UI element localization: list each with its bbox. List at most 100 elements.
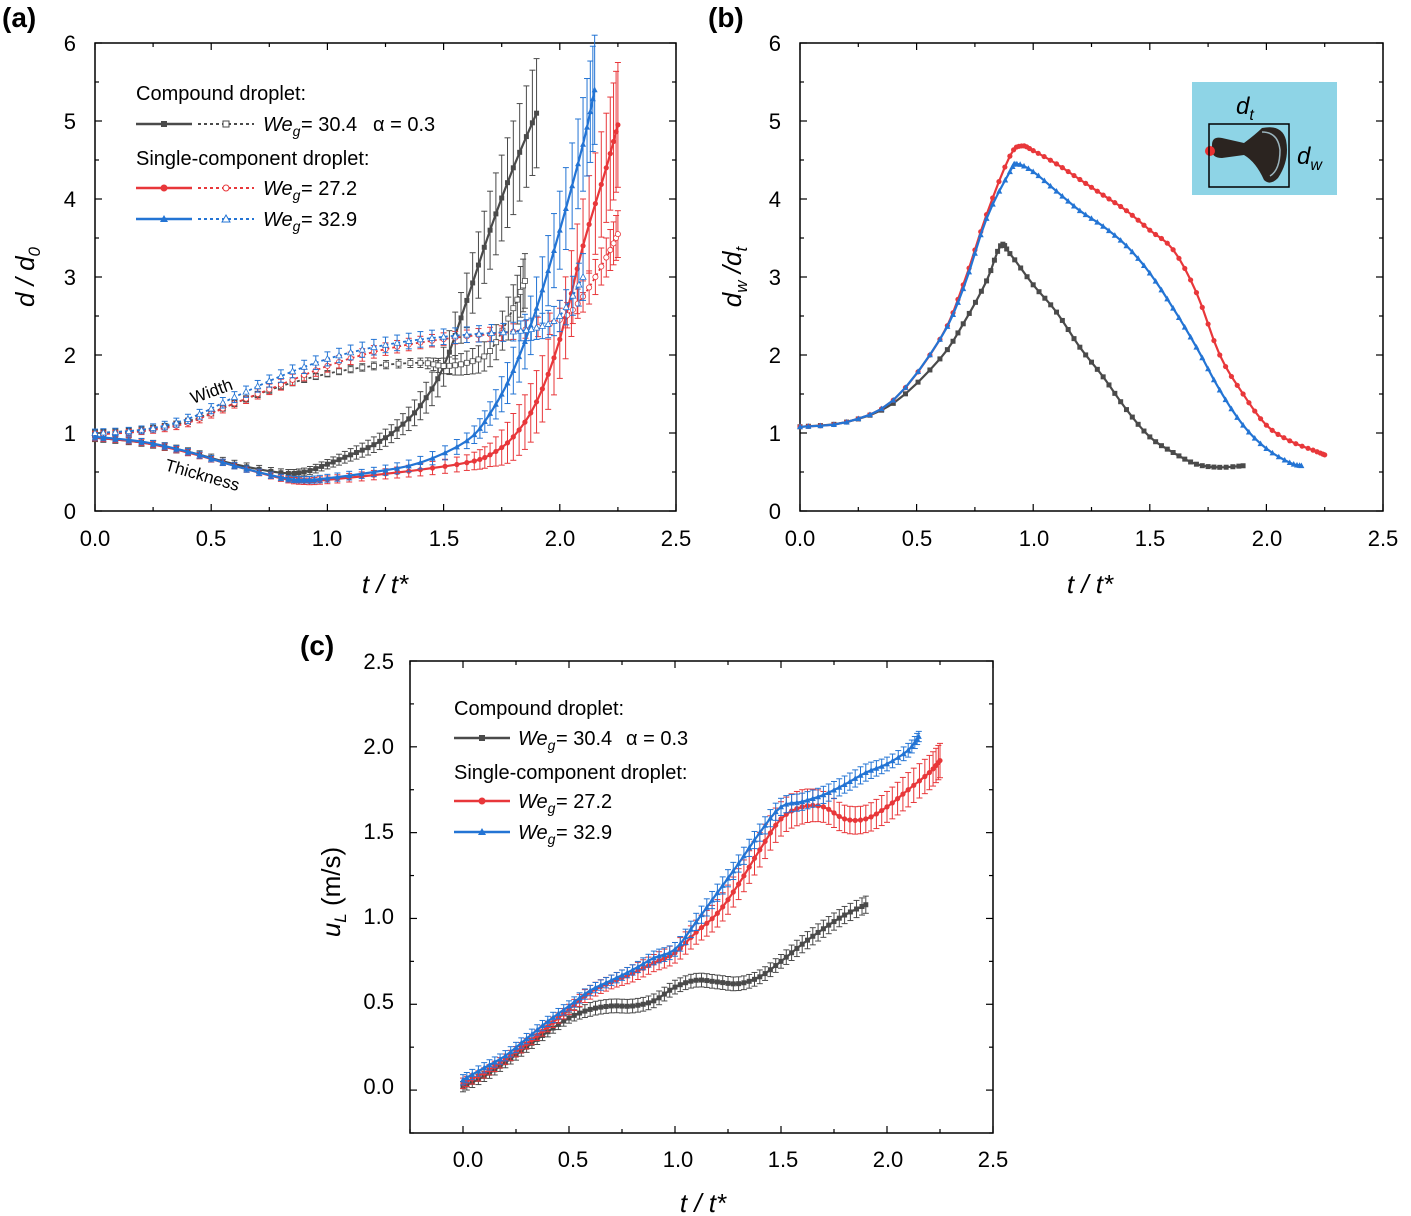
b-series-0-point — [1007, 251, 1013, 257]
c-series-1-point — [900, 791, 906, 797]
c-series-2-point — [656, 952, 663, 959]
panel-b-label: (b) — [708, 2, 744, 33]
b-series-2-point — [817, 422, 824, 429]
b-series-2-point — [797, 423, 803, 430]
c-ytick-4: 2.0 — [363, 734, 394, 759]
b-series-1-point — [1123, 208, 1130, 214]
b-series-2-point — [944, 323, 951, 329]
c-series-2-point — [900, 750, 907, 757]
a-series-0-point — [313, 466, 319, 472]
b-series-1-point — [1305, 445, 1311, 451]
a-series-0-point — [330, 459, 336, 465]
a-series-5-point — [527, 325, 535, 333]
a-series-3-point — [610, 240, 617, 247]
c-series-0-point — [699, 977, 704, 983]
b-x-axis-title: t / t* — [1067, 569, 1114, 599]
panel-a-label: (a) — [2, 2, 36, 33]
b-series-0-point — [1059, 317, 1065, 323]
b-series-0-point — [988, 268, 994, 274]
c-series-0-point — [693, 977, 699, 983]
a-series-5-point — [207, 404, 215, 412]
a-series-4-point — [370, 468, 377, 475]
c-series-1-point — [857, 817, 864, 823]
c-series-2-point — [772, 808, 779, 815]
a-series-5-point — [172, 418, 181, 426]
c-series-2-point — [486, 1061, 493, 1068]
a-series-4-point — [492, 401, 499, 407]
a-series-4-point — [358, 470, 365, 477]
a-series-0-point — [348, 452, 354, 458]
a-ytick-6: 6 — [64, 31, 76, 56]
b-series-0-point — [966, 310, 972, 316]
b-series-2-point — [996, 188, 1003, 194]
a-xtick-3: 1.5 — [429, 526, 460, 551]
b-series-2-point — [1170, 305, 1177, 311]
b-series-2-point — [915, 368, 922, 375]
b-series-0-point — [1048, 302, 1054, 308]
a-series-4-point — [453, 443, 460, 450]
a-series-0-point — [417, 403, 423, 409]
c-series-2-point — [469, 1071, 476, 1077]
c-series-0-point — [863, 902, 869, 908]
c-xtick-3: 1.5 — [768, 1147, 799, 1172]
a-series-4 — [92, 34, 598, 484]
b-series-2-point — [1269, 449, 1276, 456]
a-series-0 — [92, 58, 540, 478]
b-series-0-point — [978, 288, 984, 294]
a-series-1-point — [493, 339, 500, 346]
c-series-2-point — [857, 772, 864, 778]
a-series-5-point — [393, 338, 401, 346]
c-series-2-point — [507, 1048, 514, 1055]
c-ytick-1: 0.5 — [363, 989, 394, 1014]
a-series-3-line — [94, 233, 619, 436]
a-series-4-point — [591, 86, 598, 93]
c-series-0-point — [714, 979, 720, 985]
b-series-0-point — [1012, 257, 1018, 263]
a-series-5-point — [195, 410, 204, 418]
b-series-2-point — [866, 411, 873, 418]
a-series-2-point — [610, 138, 617, 145]
c-series-1-point — [736, 881, 742, 887]
b-series-0-point — [1004, 246, 1010, 252]
a-series-5-point — [487, 329, 496, 336]
b-series-1-point — [1100, 192, 1106, 198]
a-series-2-point — [504, 440, 511, 446]
a-series-2-point — [510, 434, 516, 440]
b-series-2-point — [1281, 456, 1288, 463]
a-series-5-point — [569, 291, 577, 299]
b-inset-image: dt dw — [1192, 82, 1337, 195]
a-series-0-point — [464, 297, 470, 303]
b-series-2-point — [1251, 435, 1258, 441]
b-ytick-5: 5 — [769, 109, 781, 134]
a-ytick-4: 4 — [64, 187, 76, 212]
b-series-2-point — [1187, 333, 1194, 340]
c-series-2-point — [915, 733, 922, 739]
c-series-2-point — [645, 957, 652, 964]
a-series-1-point — [469, 358, 476, 365]
b-inset-dw-label: dw — [1297, 143, 1323, 174]
c-series-0-point — [603, 1003, 609, 1009]
a-series-0-point — [278, 470, 284, 476]
a-series-4-point — [487, 410, 494, 416]
b-series-2-point — [1025, 165, 1032, 171]
c-series-0-point — [815, 929, 821, 935]
a-ytick-1: 1 — [64, 421, 76, 446]
b-series-2-point — [1105, 227, 1112, 234]
a-series-0-point — [529, 120, 535, 126]
c-series-2-point — [603, 979, 610, 986]
a-series-5-point — [544, 319, 552, 327]
c-series-2-point — [555, 1010, 562, 1017]
b-series-2-point — [1123, 242, 1130, 249]
b-series-2-point — [960, 285, 967, 292]
b-series-2-point — [1257, 440, 1264, 447]
a-series-1-point — [463, 359, 470, 366]
panel-a-legend: Compound droplet: Weg = 30.4 α = 0.3 Sin… — [136, 83, 435, 234]
a-series-5-point — [335, 351, 343, 359]
b-series-0-point — [991, 257, 997, 263]
a-series-5-point — [550, 316, 558, 324]
c-series-0-point — [646, 1000, 651, 1006]
a-series-4-point — [301, 476, 308, 483]
b-series-0-point — [1065, 327, 1071, 333]
c-series-0-point — [577, 1010, 583, 1016]
a-series-0-point — [429, 386, 435, 392]
